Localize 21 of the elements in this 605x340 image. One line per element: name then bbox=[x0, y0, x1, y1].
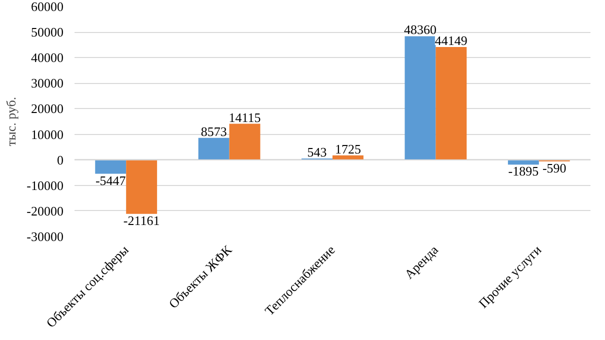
data-label: 48360 bbox=[404, 22, 436, 38]
data-label: 14115 bbox=[228, 110, 261, 125]
y-tick-label: 30000 bbox=[31, 76, 64, 91]
y-tick-label: 50000 bbox=[31, 24, 64, 40]
y-tick-label: 10000 bbox=[31, 126, 64, 142]
data-label: -21161 bbox=[123, 212, 160, 228]
data-label: 1725 bbox=[334, 141, 361, 156]
y-tick-label: -10000 bbox=[26, 178, 64, 193]
data-label: 44149 bbox=[434, 33, 468, 48]
y-tick-label: -20000 bbox=[26, 203, 64, 218]
data-label: 543 bbox=[307, 144, 327, 160]
y-tick-label: 20000 bbox=[31, 101, 64, 116]
y-tick-label: 0 bbox=[57, 152, 64, 168]
y-tick-label: -30000 bbox=[26, 229, 64, 244]
data-label: -590 bbox=[542, 160, 566, 176]
data-label: 8573 bbox=[200, 124, 227, 139]
data-label: -1895 bbox=[508, 164, 539, 179]
y-tick-label: 40000 bbox=[31, 50, 64, 66]
data-label: -5447 bbox=[95, 172, 126, 188]
y-tick-label: 60000 bbox=[31, 0, 64, 14]
y-axis-title: тыс. руб. bbox=[4, 96, 19, 146]
